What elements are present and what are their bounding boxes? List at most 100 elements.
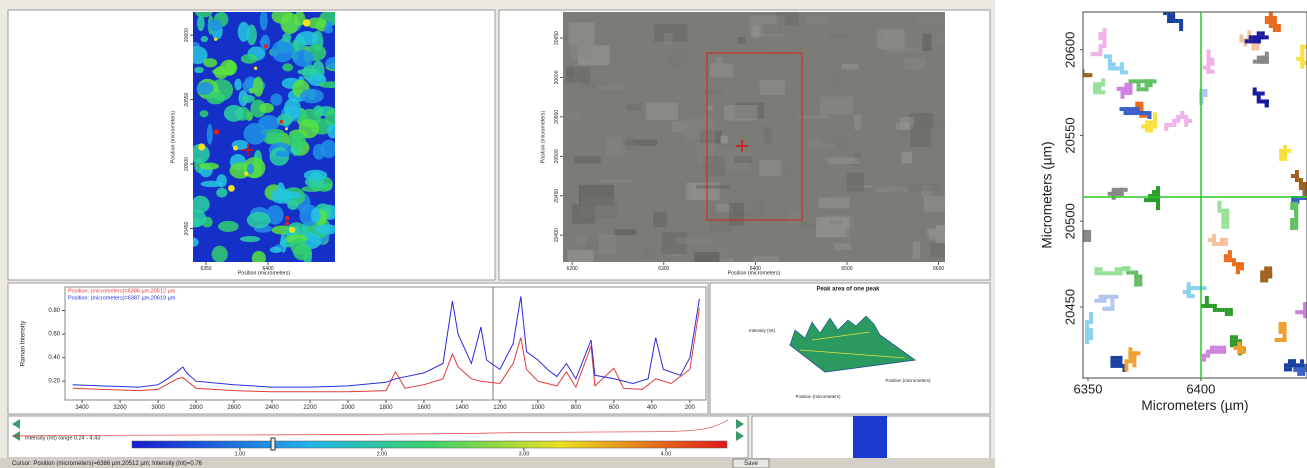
- y-tick-label: 0.20: [48, 379, 60, 385]
- cluster-pixel: [1076, 73, 1080, 77]
- image-grain: [729, 203, 744, 226]
- cluster-pixel: [1116, 192, 1120, 196]
- cluster-pixel: [1237, 350, 1241, 354]
- cluster-pixel: [1103, 271, 1107, 275]
- cluster-pixel: [1211, 70, 1215, 74]
- cluster-pixel: [1277, 24, 1281, 28]
- cluster-pixel: [1217, 209, 1221, 213]
- cluster-pixel: [1124, 359, 1128, 363]
- cluster-pixel: [1220, 238, 1224, 242]
- cluster-pixel: [1300, 359, 1304, 363]
- cluster-pixel: [1279, 153, 1283, 157]
- cluster-pixel: [1167, 19, 1171, 23]
- cluster-pixel: [1209, 304, 1213, 308]
- y-tick-label: 20550: [1062, 117, 1077, 153]
- image-grain: [854, 115, 861, 130]
- map-blob: [218, 221, 239, 232]
- cluster-pixel: [1153, 124, 1157, 128]
- cluster-pixel: [1211, 62, 1215, 66]
- map-blob: [277, 114, 293, 126]
- cluster-pixel: [1224, 238, 1228, 242]
- cluster-pixel: [1205, 304, 1209, 308]
- cluster-pixel: [1114, 295, 1118, 299]
- cluster-pixel: [1164, 127, 1168, 131]
- cluster-pixel: [1180, 115, 1184, 119]
- cluster-pixel: [1112, 62, 1116, 66]
- cluster-pixel: [1108, 62, 1112, 66]
- cluster-pixel: [1119, 271, 1123, 275]
- colorbar-slider[interactable]: [271, 438, 275, 450]
- cluster-pixel: [1217, 308, 1221, 312]
- image-grain: [738, 37, 745, 44]
- image-grain: [685, 117, 715, 140]
- cluster-pixel: [1110, 295, 1114, 299]
- cluster-pixel: [1229, 308, 1233, 312]
- cluster-pixel: [1221, 217, 1225, 221]
- cluster-pixel: [1225, 225, 1229, 229]
- cluster-pixel: [1225, 213, 1229, 217]
- cluster-pixel: [1089, 312, 1093, 316]
- cluster-pixel: [1120, 107, 1124, 111]
- cluster-pixel: [1153, 120, 1157, 124]
- image-grain: [614, 229, 636, 235]
- image-grain: [808, 188, 832, 195]
- cluster-pixel: [1187, 282, 1191, 286]
- cluster-pixel: [1079, 234, 1083, 238]
- cluster-pixel: [1087, 230, 1091, 234]
- save-label[interactable]: Save: [744, 461, 758, 467]
- cluster-pixel: [1301, 372, 1305, 376]
- cluster-pixel: [1137, 87, 1141, 91]
- cluster-pixel: [1116, 188, 1120, 192]
- cluster-pixel: [1217, 201, 1221, 205]
- image-grain: [599, 235, 617, 254]
- cluster-pixel: [1187, 286, 1191, 290]
- cluster-pixel: [1300, 49, 1304, 53]
- cluster-pixel: [1205, 296, 1209, 300]
- image-grain: [676, 237, 711, 244]
- x-tick-label: 3200: [113, 405, 127, 411]
- cluster-pixel: [1060, 69, 1064, 73]
- image-grain: [769, 43, 792, 51]
- cluster-pixel: [1303, 306, 1307, 310]
- image-grain: [646, 103, 678, 120]
- cluster-pixel: [1210, 346, 1214, 350]
- cluster-pixel: [1114, 356, 1118, 360]
- cluster-pixel: [1179, 19, 1183, 23]
- cluster-pixel: [1283, 145, 1287, 149]
- cluster-pixel: [1207, 50, 1211, 54]
- cluster-pixel: [1124, 107, 1128, 111]
- y-tick-label: 20450: [1062, 289, 1077, 325]
- cluster-pixel: [1206, 354, 1210, 358]
- y-tick-label: 20600: [1062, 32, 1077, 68]
- map-blob: [302, 186, 322, 192]
- cluster-pixel: [1220, 242, 1224, 246]
- cluster-pixel: [1114, 360, 1118, 364]
- cluster-pixel: [1253, 87, 1257, 91]
- surface-z-label: Intensity (Int): [749, 328, 776, 333]
- map-blob: [197, 15, 205, 31]
- image-grain: [564, 111, 583, 120]
- map-blob: [324, 27, 333, 34]
- cluster-pixel: [1229, 312, 1233, 316]
- cluster-pixel: [1134, 275, 1138, 279]
- cluster-pixel: [1195, 286, 1199, 290]
- cluster-pixel: [1152, 190, 1156, 194]
- cluster-pixel: [1221, 308, 1225, 312]
- cluster-pixel: [1214, 350, 1218, 354]
- cluster-pixel: [1241, 350, 1245, 354]
- map-blob: [311, 208, 321, 223]
- cluster-pixel: [1132, 111, 1136, 115]
- cluster-pixel: [1168, 123, 1172, 127]
- cluster-pixel: [1292, 359, 1296, 363]
- cluster-pixel: [1257, 39, 1261, 43]
- cluster-pixel: [1184, 123, 1188, 127]
- image-grain: [566, 66, 573, 78]
- cluster-pixel: [1283, 153, 1287, 157]
- cluster-pixel: [1079, 238, 1083, 242]
- cluster-pixel: [1212, 242, 1216, 246]
- cluster-pixel: [1139, 106, 1143, 110]
- map-blob: [242, 95, 255, 103]
- cluster-pixel: [1265, 16, 1269, 20]
- image-grain: [820, 97, 853, 115]
- cluster-pixel: [1124, 111, 1128, 115]
